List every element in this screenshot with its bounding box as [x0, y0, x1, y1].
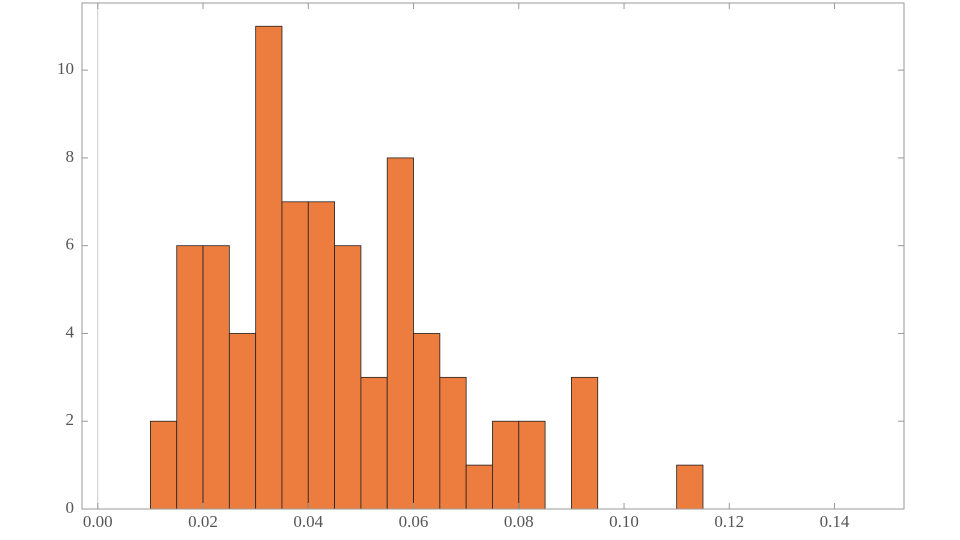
bar	[465, 464, 493, 510]
bar	[228, 333, 257, 510]
bar	[307, 201, 335, 510]
bar	[676, 464, 704, 510]
y-tick-label: 2	[66, 410, 75, 429]
y-tick-label: 4	[66, 322, 75, 341]
bar	[439, 376, 467, 510]
x-tick-label: 0.00	[83, 512, 113, 531]
bar	[334, 245, 362, 510]
x-tick-label: 0.10	[609, 512, 639, 531]
bar	[571, 376, 599, 510]
bar	[202, 245, 230, 510]
bar	[255, 25, 283, 510]
bar	[518, 420, 546, 510]
y-tick-label: 10	[57, 59, 74, 78]
y-tick-label: 0	[66, 498, 75, 517]
x-tick-label: 0.04	[293, 512, 323, 531]
x-tick-label: 0.12	[714, 512, 744, 531]
bar	[386, 157, 414, 510]
bar	[150, 420, 178, 510]
bar	[176, 245, 204, 510]
x-tick-label: 0.02	[188, 512, 218, 531]
bar	[492, 420, 520, 510]
x-tick-label: 0.14	[820, 512, 850, 531]
x-tick-label: 0.06	[399, 512, 429, 531]
bar	[281, 201, 309, 510]
y-tick-label: 6	[66, 235, 75, 254]
plot-frame	[81, 2, 905, 510]
y-tick-label: 8	[66, 147, 75, 166]
x-tick-label: 0.08	[504, 512, 534, 531]
bar	[413, 333, 441, 510]
bar	[360, 376, 388, 510]
